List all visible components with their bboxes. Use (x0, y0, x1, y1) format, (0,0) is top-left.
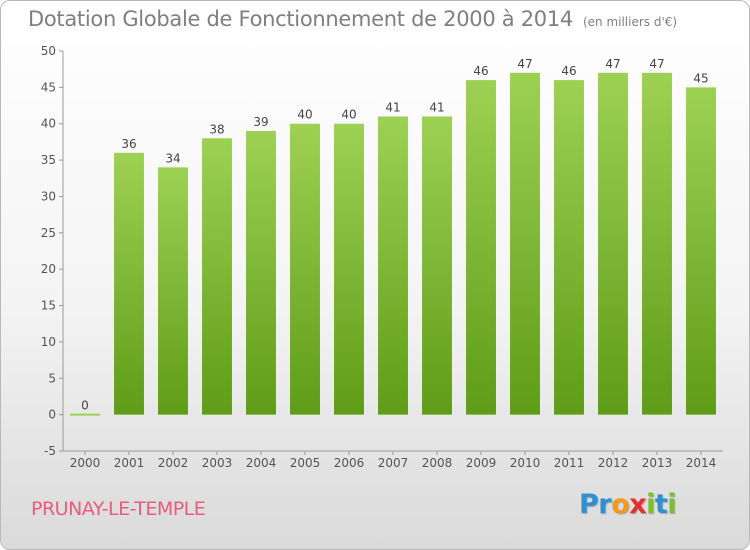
logo-letter: t (654, 489, 668, 520)
bar (158, 167, 188, 415)
x-tick-label: 2000 (70, 456, 101, 470)
data-label: 0 (81, 399, 89, 413)
y-tick-label: 30 (41, 189, 56, 203)
x-tick-label: 2001 (114, 456, 145, 470)
data-label: 38 (209, 122, 224, 136)
y-tick-label: 35 (41, 153, 56, 167)
bar (246, 131, 276, 415)
data-label: 40 (341, 108, 356, 122)
x-tick-label: 2006 (334, 456, 365, 470)
x-tick-label: 2007 (378, 456, 409, 470)
proxiti-logo: Proxiti (579, 489, 677, 520)
bar (686, 87, 716, 415)
y-tick-label: 0 (48, 408, 56, 422)
bar (202, 138, 232, 415)
data-label: 34 (165, 151, 180, 165)
y-tick-label: 5 (48, 371, 56, 385)
bar (642, 72, 672, 415)
x-tick-label: 2003 (202, 456, 233, 470)
chart-title-text: Dotation Globale de Fonctionnement de 20… (28, 7, 573, 31)
data-label: 46 (473, 64, 488, 78)
x-tick-label: 2009 (466, 456, 497, 470)
x-tick-label: 2004 (246, 456, 277, 470)
bar (598, 72, 628, 415)
x-tick-label: 2012 (598, 456, 629, 470)
logo-letter: P (579, 489, 599, 520)
bar (466, 80, 496, 415)
logo-letter: o (611, 489, 630, 520)
data-label: 41 (429, 100, 444, 114)
data-label: 40 (297, 108, 312, 122)
bar (510, 72, 540, 415)
commune-name: PRUNAY-LE-TEMPLE (31, 498, 206, 520)
bar (378, 116, 408, 415)
x-tick-label: 2011 (554, 456, 585, 470)
y-tick-label: 20 (41, 262, 56, 276)
y-tick-label: 45 (41, 80, 56, 94)
data-label: 36 (121, 137, 136, 151)
bar (554, 80, 584, 415)
x-tick-label: 2010 (510, 456, 541, 470)
bar (334, 123, 364, 415)
x-tick-label: 2013 (642, 456, 673, 470)
x-tick-label: 2002 (158, 456, 189, 470)
chart-title: Dotation Globale de Fonctionnement de 20… (28, 7, 677, 31)
data-label: 47 (517, 57, 532, 71)
data-label: 39 (253, 115, 268, 129)
x-tick-label: 2005 (290, 456, 321, 470)
x-tick-label: 2008 (422, 456, 453, 470)
y-tick-label: -5 (44, 444, 56, 458)
logo-letter: x (629, 489, 647, 520)
logo-letter: i (667, 489, 677, 520)
x-tick-label: 2014 (686, 456, 717, 470)
data-label: 41 (385, 100, 400, 114)
logo-letter: r (598, 489, 612, 520)
y-tick-label: 25 (41, 226, 56, 240)
bar (422, 116, 452, 415)
data-label: 47 (605, 57, 620, 71)
y-tick-label: 40 (41, 117, 56, 131)
bar (114, 152, 144, 415)
y-tick-label: 50 (41, 44, 56, 58)
y-tick-label: 10 (41, 335, 56, 349)
data-label: 46 (561, 64, 576, 78)
logo-letter: i (646, 489, 655, 520)
chart-unit: (en milliers d'€) (582, 15, 678, 29)
bar (290, 123, 320, 415)
data-label: 45 (693, 71, 708, 85)
data-label: 47 (649, 57, 664, 71)
y-tick-label: 15 (41, 299, 56, 313)
